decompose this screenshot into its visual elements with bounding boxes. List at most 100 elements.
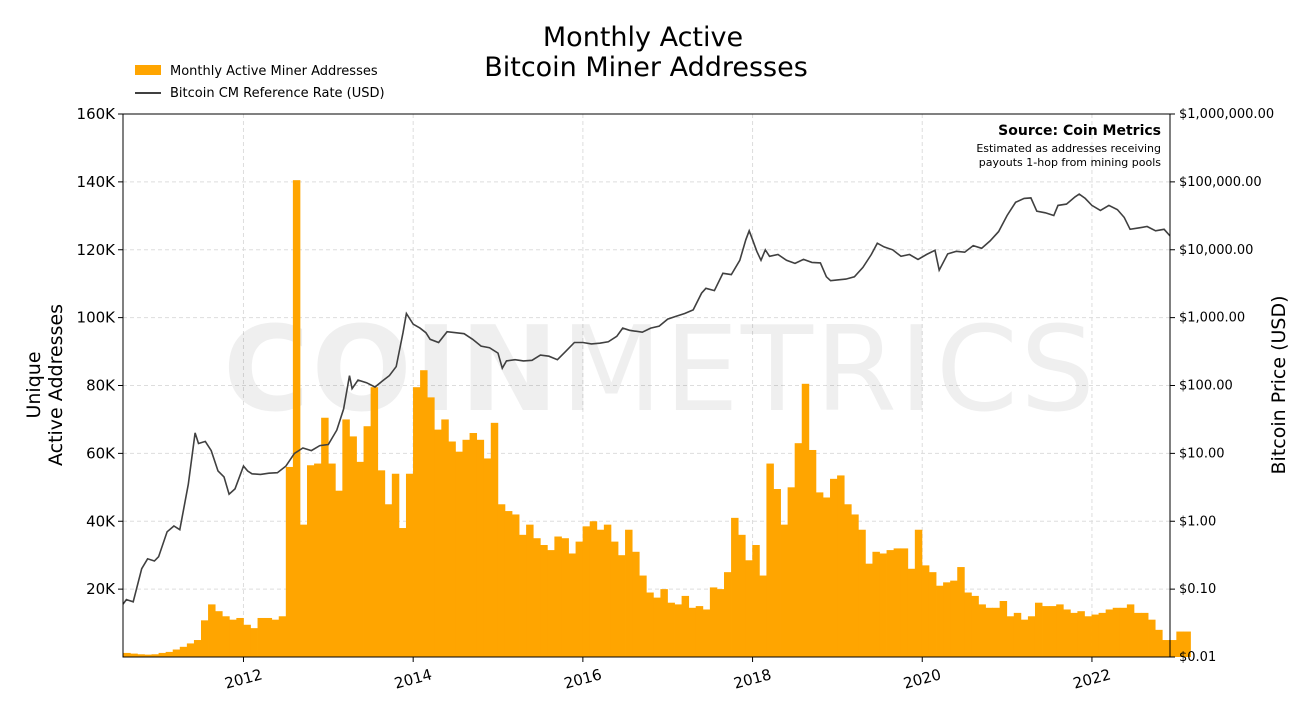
bar <box>370 387 379 657</box>
bar <box>462 439 470 657</box>
bar <box>434 429 442 657</box>
bar <box>1148 619 1156 657</box>
bar <box>921 565 930 657</box>
bar <box>483 458 492 657</box>
bar <box>229 619 237 657</box>
bar <box>271 619 280 657</box>
bar <box>441 419 449 657</box>
bar <box>1020 619 1029 657</box>
bar <box>391 473 400 657</box>
bar <box>193 640 202 657</box>
bar <box>413 387 421 657</box>
bar <box>907 568 916 657</box>
bar <box>603 524 612 657</box>
y2-tick-label: $100,000.00 <box>1179 175 1262 190</box>
y2-tick-label: $10,000.00 <box>1179 243 1253 258</box>
bar <box>992 607 1001 657</box>
bar <box>405 473 414 657</box>
bar <box>681 595 690 657</box>
bar <box>780 524 789 657</box>
bar <box>1155 629 1163 657</box>
bar <box>476 439 485 657</box>
bar <box>1162 640 1170 657</box>
bar <box>688 607 697 657</box>
bar <box>999 601 1008 657</box>
bar <box>731 517 739 657</box>
bar <box>575 541 584 657</box>
bar <box>257 617 266 657</box>
x-tick-label: 2022 <box>1071 665 1113 692</box>
bar <box>1098 612 1107 657</box>
bar <box>667 602 675 657</box>
x-tick-label: 2016 <box>562 665 604 692</box>
x-axis: 2012 2014 2016 2018 2020 2022 <box>223 657 1113 693</box>
bar <box>307 465 315 657</box>
bar <box>278 616 287 657</box>
bar <box>137 654 145 657</box>
bar <box>879 553 887 657</box>
bar <box>504 511 513 657</box>
bar <box>561 538 569 657</box>
y-tick-label: 20K <box>86 580 116 598</box>
bar <box>130 653 138 657</box>
bar <box>377 470 386 657</box>
bar <box>702 609 711 657</box>
watermark: COINMETRICS <box>223 300 1097 438</box>
bar <box>865 563 873 657</box>
bar <box>1126 604 1135 657</box>
bar <box>540 545 548 657</box>
bar <box>1183 631 1191 657</box>
bar <box>554 536 562 657</box>
watermark-light: METRICS <box>561 300 1098 438</box>
y2-axis-label: Bitcoin Price (USD) <box>1268 295 1290 474</box>
source-note-line2: payouts 1-hop from mining pools <box>979 156 1161 169</box>
y-tick-label: 160K <box>77 105 117 123</box>
bar <box>151 654 159 657</box>
y-tick-label: 100K <box>77 309 117 327</box>
bar <box>1013 612 1022 657</box>
bar <box>695 606 704 657</box>
bar <box>1091 614 1099 657</box>
bar <box>250 628 258 657</box>
bar <box>957 567 965 657</box>
bar <box>314 463 322 657</box>
y-axis-label-line1: Unique <box>23 351 45 418</box>
bar <box>455 451 463 657</box>
bar <box>490 422 499 657</box>
bar <box>716 589 725 657</box>
bar <box>822 497 831 657</box>
bar <box>299 524 308 657</box>
bar <box>215 611 223 657</box>
bar <box>1070 612 1078 657</box>
bar <box>243 624 251 657</box>
y-tick-label: 140K <box>77 173 117 191</box>
bar <box>420 370 428 657</box>
bar <box>709 587 718 657</box>
bar <box>646 592 654 657</box>
bar <box>872 551 880 657</box>
bar <box>1034 602 1043 657</box>
y2-tick-label: $0.10 <box>1179 582 1216 597</box>
chart-title-line2: Bitcoin Miner Addresses <box>484 52 808 83</box>
chart-title-line1: Monthly Active <box>543 22 743 53</box>
bar <box>1049 606 1057 657</box>
bar <box>950 580 958 657</box>
x-tick-label: 2020 <box>901 665 943 692</box>
bar <box>321 417 329 657</box>
bar <box>335 490 343 657</box>
bar <box>519 534 527 657</box>
y-tick-label: 60K <box>86 444 116 462</box>
bar <box>1169 640 1177 657</box>
bar <box>985 607 993 657</box>
bar <box>1105 609 1114 657</box>
bar <box>893 548 902 657</box>
bar <box>285 466 294 657</box>
bar <box>844 504 852 657</box>
bar <box>448 441 456 657</box>
price-line <box>122 193 1171 605</box>
bar <box>208 604 216 657</box>
bar <box>815 492 824 657</box>
bar <box>801 383 810 657</box>
bar <box>1027 616 1036 657</box>
bar <box>342 419 350 657</box>
